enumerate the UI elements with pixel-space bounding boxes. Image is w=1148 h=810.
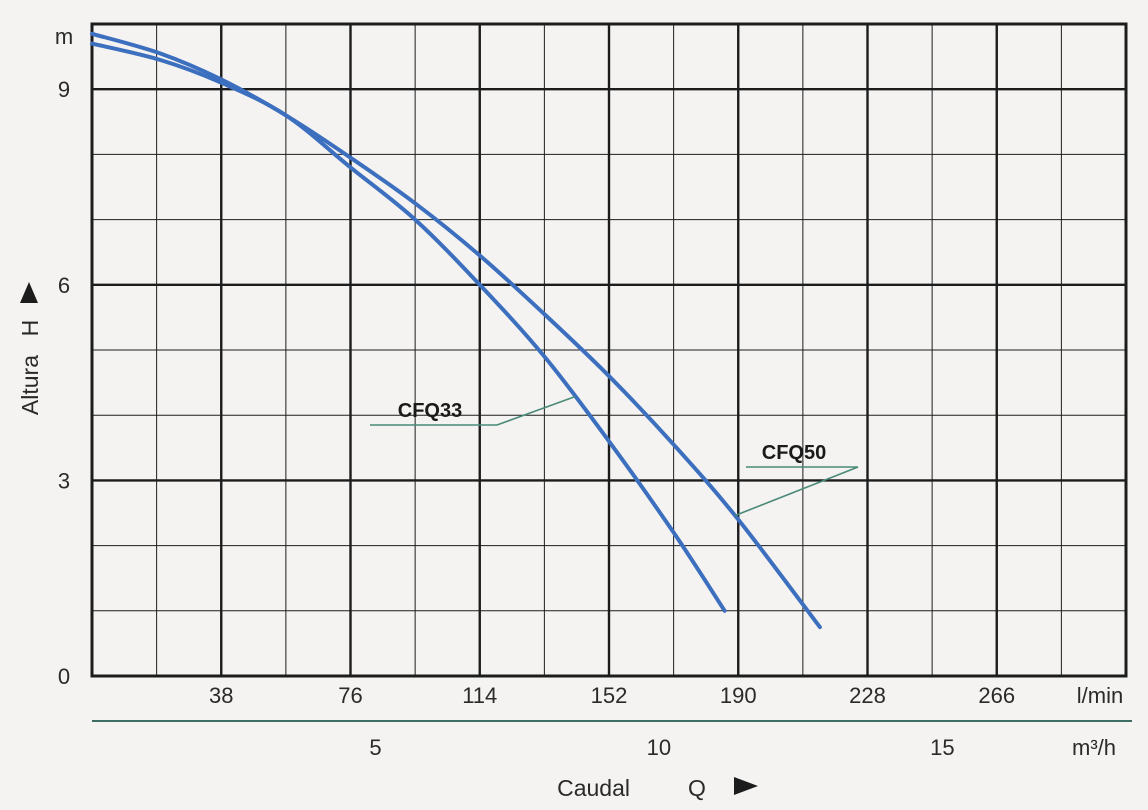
x-axis-label: Caudal <box>557 775 630 801</box>
x-tick-label-secondary: 5 <box>369 735 381 760</box>
y-tick-label: 0 <box>58 664 70 689</box>
x-axis-symbol: Q <box>688 775 706 801</box>
x-axis-arrow-icon <box>734 777 758 795</box>
x-unit-primary-label: l/min <box>1077 683 1123 708</box>
series-line-cfq33 <box>90 41 727 613</box>
y-axis-arrow-icon <box>20 282 38 303</box>
x-tick-label-secondary: 10 <box>647 735 671 760</box>
y-axis-title-group: Altura H <box>17 282 43 415</box>
x-tick-label: 114 <box>462 683 497 708</box>
y-axis-label: Altura <box>17 355 43 415</box>
plot-frame <box>90 22 1128 678</box>
x-tick-label: 266 <box>978 683 1015 708</box>
x-tick-label: 38 <box>209 683 233 708</box>
x-tick-label: 152 <box>591 683 628 708</box>
grid-major <box>92 24 1126 676</box>
y-unit-label: m <box>55 24 73 49</box>
x-tick-label-secondary: 15 <box>930 735 954 760</box>
y-tick-label: 3 <box>58 468 70 493</box>
x-tick-labels-secondary: 5 10 15 <box>369 735 954 760</box>
x-tick-label: 190 <box>720 683 757 708</box>
x-tick-label: 228 <box>849 683 886 708</box>
callout-leader-cfq33 <box>370 395 576 426</box>
y-tick-label: 9 <box>58 77 70 102</box>
series-line-cfq50 <box>90 31 822 630</box>
y-tick-label: 6 <box>58 273 70 298</box>
x-tick-label: 76 <box>338 683 362 708</box>
x-unit-secondary-label: m³/h <box>1072 735 1116 760</box>
callouts: CFQ33 CFQ50 <box>370 395 859 517</box>
x-tick-labels-primary: 38 76 114 152 190 228 266 <box>209 683 1015 708</box>
series-label-cfq50: CFQ50 <box>762 442 826 464</box>
series-label-cfq33: CFQ33 <box>398 400 462 422</box>
y-tick-labels: 0 3 6 9 <box>58 77 70 689</box>
y-axis-symbol: H <box>17 320 43 337</box>
series-layer <box>90 31 822 630</box>
callout-leader-cfq50 <box>734 466 859 517</box>
